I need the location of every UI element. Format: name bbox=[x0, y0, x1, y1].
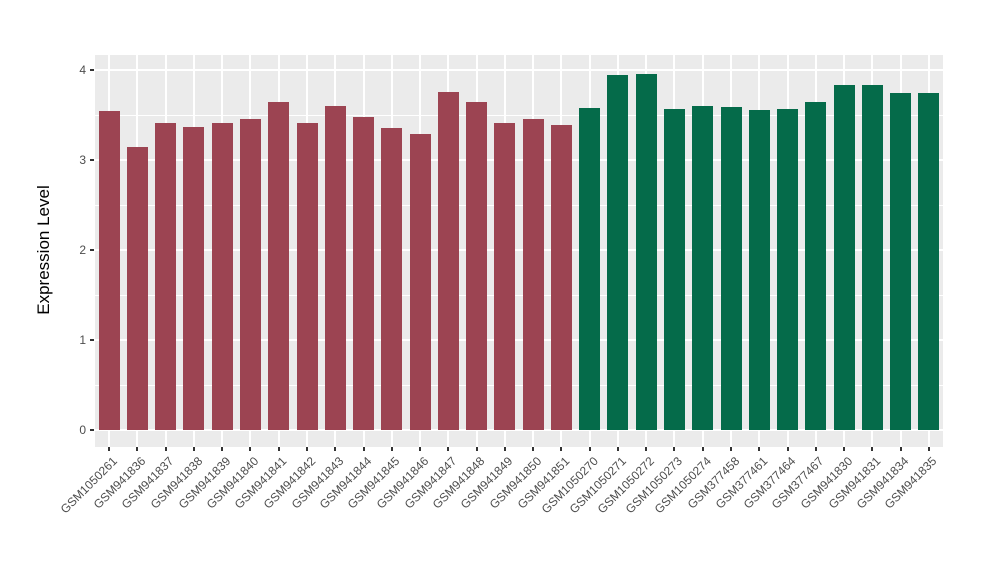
bar-GSM941840 bbox=[239, 118, 261, 430]
x-tick-mark-GSM941848 bbox=[475, 447, 478, 451]
minor-gridline-y-1.5 bbox=[95, 295, 943, 296]
x-tick-mark-GSM941842 bbox=[306, 447, 308, 451]
x-tick-mark-GSM941834 bbox=[899, 447, 902, 451]
x-tick-mark-GSM941837 bbox=[164, 447, 167, 451]
bar-GSM941838 bbox=[183, 126, 205, 430]
x-tick-mark-GSM1050270 bbox=[588, 447, 591, 451]
y-tick-mark-0 bbox=[90, 429, 94, 431]
x-tick-mark-GSM941847 bbox=[447, 447, 450, 451]
bar-GSM1050273 bbox=[663, 108, 685, 430]
x-tick-mark-GSM941840 bbox=[249, 447, 252, 451]
y-tick-label-0: 0 bbox=[79, 423, 86, 437]
x-tick-mark-GSM941850 bbox=[532, 447, 535, 451]
bar-GSM941830 bbox=[833, 85, 855, 430]
y-tick-label-2: 2 bbox=[79, 243, 86, 257]
x-tick-mark-GSM941831 bbox=[871, 447, 874, 451]
minor-gridline-y-2.5 bbox=[95, 205, 943, 206]
bar-GSM941851 bbox=[550, 124, 572, 430]
x-tick-mark-GSM377467 bbox=[814, 447, 817, 451]
y-tick-mark-4 bbox=[90, 69, 94, 71]
x-tick-mark-GSM941830 bbox=[843, 447, 846, 451]
x-tick-mark-GSM941836 bbox=[136, 447, 139, 451]
y-tick-label-3: 3 bbox=[79, 153, 86, 167]
x-tick-mark-GSM941841 bbox=[277, 447, 280, 451]
x-tick-mark-GSM941849 bbox=[503, 447, 506, 451]
bar-GSM941834 bbox=[890, 93, 912, 430]
y-tick-mark-1 bbox=[90, 339, 94, 341]
bar-GSM1050261 bbox=[98, 111, 120, 430]
minor-gridline-y-3.5 bbox=[95, 115, 943, 116]
y-axis-title-text: Expression Level bbox=[34, 185, 53, 315]
bar-GSM941835 bbox=[918, 93, 940, 430]
bar-GSM941850 bbox=[522, 118, 544, 430]
x-tick-mark-GSM1050274 bbox=[701, 447, 704, 451]
major-gridline-y-2 bbox=[95, 249, 943, 251]
bar-GSM941843 bbox=[324, 106, 346, 430]
y-tick-mark-2 bbox=[90, 249, 94, 251]
plot-panel bbox=[95, 55, 943, 447]
bar-GSM377461 bbox=[748, 109, 770, 430]
bar-GSM941839 bbox=[211, 123, 233, 430]
x-tick-mark-GSM941846 bbox=[419, 447, 422, 451]
x-tick-mark-GSM941844 bbox=[362, 447, 365, 451]
bar-GSM941848 bbox=[466, 102, 488, 430]
y-tick-label-4: 4 bbox=[79, 63, 86, 77]
y-tick-label-1: 1 bbox=[79, 333, 86, 347]
major-gridline-y-4 bbox=[95, 69, 943, 71]
bar-GSM1050274 bbox=[692, 106, 714, 430]
bar-GSM941846 bbox=[409, 133, 431, 430]
x-tick-mark-GSM377458 bbox=[730, 447, 732, 451]
x-tick-mark-GSM941851 bbox=[560, 447, 563, 451]
x-tick-mark-GSM941843 bbox=[334, 447, 337, 451]
bar-GSM377464 bbox=[777, 108, 799, 430]
bar-GSM941837 bbox=[155, 123, 177, 430]
bar-GSM377458 bbox=[720, 106, 742, 430]
minor-gridline-y-0.5 bbox=[95, 385, 943, 386]
x-tick-mark-GSM1050271 bbox=[616, 447, 619, 451]
bar-GSM941842 bbox=[296, 123, 318, 430]
x-tick-mark-GSM941839 bbox=[221, 447, 224, 451]
y-tick-mark-3 bbox=[90, 159, 94, 161]
x-tick-mark-GSM941845 bbox=[390, 447, 393, 451]
bar-GSM1050272 bbox=[635, 73, 657, 430]
bar-GSM941844 bbox=[353, 116, 375, 430]
x-tick-mark-GSM1050272 bbox=[645, 447, 648, 451]
bar-GSM941845 bbox=[381, 127, 403, 430]
bar-GSM1050270 bbox=[579, 107, 601, 430]
bar-GSM1050271 bbox=[607, 75, 629, 430]
major-gridline-y-0 bbox=[95, 429, 943, 431]
bar-GSM941831 bbox=[861, 85, 883, 430]
bar-GSM941849 bbox=[494, 123, 516, 430]
bar-GSM941836 bbox=[126, 146, 148, 430]
x-tick-mark-GSM377464 bbox=[786, 447, 789, 451]
bar-GSM377467 bbox=[805, 102, 827, 430]
x-tick-mark-GSM941835 bbox=[927, 447, 930, 451]
major-gridline-y-3 bbox=[95, 159, 943, 161]
major-gridline-y-1 bbox=[95, 339, 943, 341]
bar-GSM941847 bbox=[437, 91, 459, 430]
x-tick-mark-GSM377461 bbox=[758, 447, 761, 451]
x-tick-mark-GSM1050273 bbox=[673, 447, 676, 451]
x-tick-mark-GSM1050261 bbox=[108, 447, 111, 451]
x-tick-mark-GSM941838 bbox=[192, 447, 195, 451]
bar-GSM941841 bbox=[268, 102, 290, 430]
